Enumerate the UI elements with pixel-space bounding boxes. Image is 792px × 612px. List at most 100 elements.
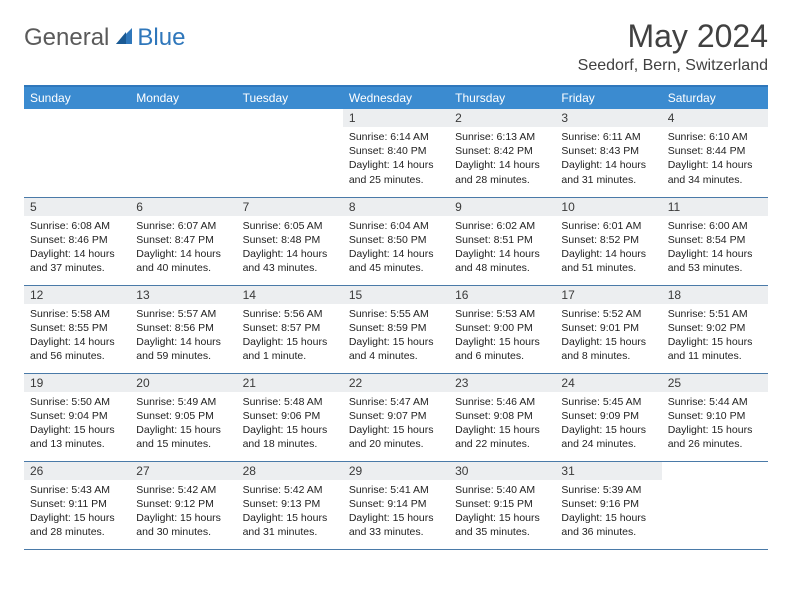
day-number [237,109,343,127]
day-number: 23 [449,374,555,392]
calendar-cell: 15Sunrise: 5:55 AMSunset: 8:59 PMDayligh… [343,285,449,373]
calendar-cell: 27Sunrise: 5:42 AMSunset: 9:12 PMDayligh… [130,461,236,549]
weekday-header: Friday [555,87,661,109]
weekday-header: Wednesday [343,87,449,109]
day-details: Sunrise: 5:53 AMSunset: 9:00 PMDaylight:… [449,304,555,368]
day-details: Sunrise: 5:40 AMSunset: 9:15 PMDaylight:… [449,480,555,544]
day-number: 22 [343,374,449,392]
day-number: 26 [24,462,130,480]
calendar-cell: 22Sunrise: 5:47 AMSunset: 9:07 PMDayligh… [343,373,449,461]
calendar-row: 5Sunrise: 6:08 AMSunset: 8:46 PMDaylight… [24,197,768,285]
calendar-cell-empty [662,461,768,549]
day-details: Sunrise: 5:45 AMSunset: 9:09 PMDaylight:… [555,392,661,456]
day-number: 28 [237,462,343,480]
calendar-row: 19Sunrise: 5:50 AMSunset: 9:04 PMDayligh… [24,373,768,461]
calendar-cell: 25Sunrise: 5:44 AMSunset: 9:10 PMDayligh… [662,373,768,461]
weekday-header: Saturday [662,87,768,109]
day-details: Sunrise: 6:11 AMSunset: 8:43 PMDaylight:… [555,127,661,191]
calendar-cell: 18Sunrise: 5:51 AMSunset: 9:02 PMDayligh… [662,285,768,373]
day-details: Sunrise: 5:46 AMSunset: 9:08 PMDaylight:… [449,392,555,456]
day-details: Sunrise: 5:42 AMSunset: 9:12 PMDaylight:… [130,480,236,544]
weekday-header: Thursday [449,87,555,109]
day-number: 21 [237,374,343,392]
calendar-cell: 10Sunrise: 6:01 AMSunset: 8:52 PMDayligh… [555,197,661,285]
day-details: Sunrise: 5:47 AMSunset: 9:07 PMDaylight:… [343,392,449,456]
calendar-cell-empty [130,109,236,197]
day-details: Sunrise: 5:55 AMSunset: 8:59 PMDaylight:… [343,304,449,368]
day-number: 11 [662,198,768,216]
calendar-cell: 8Sunrise: 6:04 AMSunset: 8:50 PMDaylight… [343,197,449,285]
logo: General Blue [24,18,185,52]
day-number [130,109,236,127]
day-number: 4 [662,109,768,127]
day-number: 5 [24,198,130,216]
calendar-cell: 21Sunrise: 5:48 AMSunset: 9:06 PMDayligh… [237,373,343,461]
day-details: Sunrise: 5:39 AMSunset: 9:16 PMDaylight:… [555,480,661,544]
calendar-row: 12Sunrise: 5:58 AMSunset: 8:55 PMDayligh… [24,285,768,373]
day-details: Sunrise: 6:01 AMSunset: 8:52 PMDaylight:… [555,216,661,280]
calendar-cell-empty [24,109,130,197]
day-number: 7 [237,198,343,216]
calendar-cell: 1Sunrise: 6:14 AMSunset: 8:40 PMDaylight… [343,109,449,197]
calendar-cell: 2Sunrise: 6:13 AMSunset: 8:42 PMDaylight… [449,109,555,197]
calendar-cell: 6Sunrise: 6:07 AMSunset: 8:47 PMDaylight… [130,197,236,285]
day-number: 14 [237,286,343,304]
calendar-cell-empty [237,109,343,197]
day-number: 9 [449,198,555,216]
day-number: 30 [449,462,555,480]
day-number: 8 [343,198,449,216]
day-details: Sunrise: 5:50 AMSunset: 9:04 PMDaylight:… [24,392,130,456]
day-number: 29 [343,462,449,480]
calendar-cell: 7Sunrise: 6:05 AMSunset: 8:48 PMDaylight… [237,197,343,285]
month-title: May 2024 [578,18,768,55]
day-number: 6 [130,198,236,216]
day-number: 2 [449,109,555,127]
calendar-cell: 13Sunrise: 5:57 AMSunset: 8:56 PMDayligh… [130,285,236,373]
day-number: 25 [662,374,768,392]
day-details: Sunrise: 5:48 AMSunset: 9:06 PMDaylight:… [237,392,343,456]
day-details: Sunrise: 5:51 AMSunset: 9:02 PMDaylight:… [662,304,768,368]
day-details: Sunrise: 5:49 AMSunset: 9:05 PMDaylight:… [130,392,236,456]
calendar-cell: 31Sunrise: 5:39 AMSunset: 9:16 PMDayligh… [555,461,661,549]
day-details: Sunrise: 6:05 AMSunset: 8:48 PMDaylight:… [237,216,343,280]
calendar-cell: 4Sunrise: 6:10 AMSunset: 8:44 PMDaylight… [662,109,768,197]
day-number: 24 [555,374,661,392]
weekday-header: Sunday [24,87,130,109]
day-number: 3 [555,109,661,127]
calendar-cell: 14Sunrise: 5:56 AMSunset: 8:57 PMDayligh… [237,285,343,373]
calendar-cell: 20Sunrise: 5:49 AMSunset: 9:05 PMDayligh… [130,373,236,461]
calendar-table: SundayMondayTuesdayWednesdayThursdayFrid… [24,87,768,550]
calendar-cell: 24Sunrise: 5:45 AMSunset: 9:09 PMDayligh… [555,373,661,461]
weekday-header-row: SundayMondayTuesdayWednesdayThursdayFrid… [24,87,768,109]
calendar-row: 1Sunrise: 6:14 AMSunset: 8:40 PMDaylight… [24,109,768,197]
calendar-cell: 16Sunrise: 5:53 AMSunset: 9:00 PMDayligh… [449,285,555,373]
day-details: Sunrise: 5:56 AMSunset: 8:57 PMDaylight:… [237,304,343,368]
day-details: Sunrise: 5:41 AMSunset: 9:14 PMDaylight:… [343,480,449,544]
day-number: 12 [24,286,130,304]
logo-text-general: General [24,24,109,52]
weekday-header: Tuesday [237,87,343,109]
day-details: Sunrise: 5:52 AMSunset: 9:01 PMDaylight:… [555,304,661,368]
day-number [662,462,768,480]
day-details: Sunrise: 6:07 AMSunset: 8:47 PMDaylight:… [130,216,236,280]
day-details: Sunrise: 6:02 AMSunset: 8:51 PMDaylight:… [449,216,555,280]
calendar-cell: 29Sunrise: 5:41 AMSunset: 9:14 PMDayligh… [343,461,449,549]
calendar-cell: 9Sunrise: 6:02 AMSunset: 8:51 PMDaylight… [449,197,555,285]
day-details: Sunrise: 5:58 AMSunset: 8:55 PMDaylight:… [24,304,130,368]
location: Seedorf, Bern, Switzerland [578,57,768,75]
day-details: Sunrise: 5:42 AMSunset: 9:13 PMDaylight:… [237,480,343,544]
calendar-cell: 17Sunrise: 5:52 AMSunset: 9:01 PMDayligh… [555,285,661,373]
header: General Blue May 2024 Seedorf, Bern, Swi… [24,18,768,75]
calendar-cell: 12Sunrise: 5:58 AMSunset: 8:55 PMDayligh… [24,285,130,373]
day-number: 1 [343,109,449,127]
day-details: Sunrise: 5:44 AMSunset: 9:10 PMDaylight:… [662,392,768,456]
day-number: 16 [449,286,555,304]
calendar-row: 26Sunrise: 5:43 AMSunset: 9:11 PMDayligh… [24,461,768,549]
calendar-cell: 28Sunrise: 5:42 AMSunset: 9:13 PMDayligh… [237,461,343,549]
day-details: Sunrise: 6:13 AMSunset: 8:42 PMDaylight:… [449,127,555,191]
weekday-header: Monday [130,87,236,109]
calendar-cell: 19Sunrise: 5:50 AMSunset: 9:04 PMDayligh… [24,373,130,461]
day-number: 18 [662,286,768,304]
calendar-body: 1Sunrise: 6:14 AMSunset: 8:40 PMDaylight… [24,109,768,549]
calendar-cell: 3Sunrise: 6:11 AMSunset: 8:43 PMDaylight… [555,109,661,197]
